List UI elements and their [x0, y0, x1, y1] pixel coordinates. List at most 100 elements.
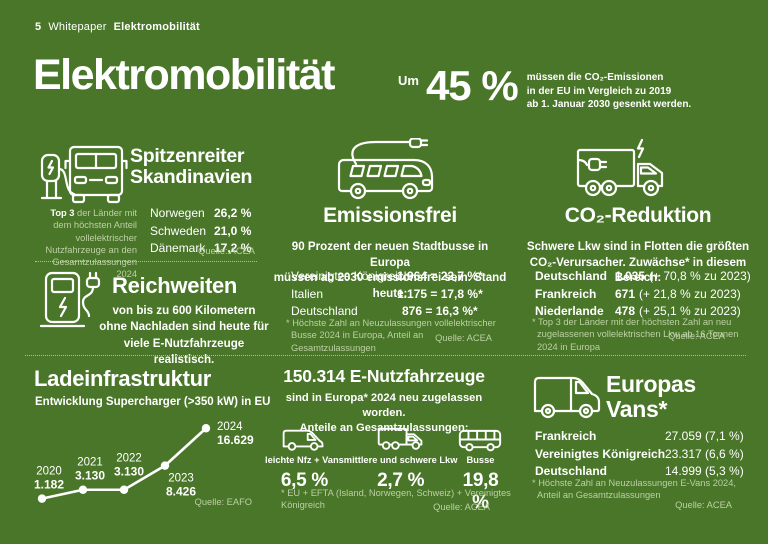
country-value: 876 = 16,3 %*: [402, 304, 478, 318]
stat-row: Dänemark 17,2 %: [150, 242, 251, 255]
spitzenreiter-title: Spitzenreiter Skandinavien: [130, 145, 252, 189]
nutzfahrzeuge-categories: leichte Nfz + Vans 6,5 % mittlere und sc…: [265, 424, 503, 514]
svg-text:2022: 2022: [116, 453, 142, 465]
svg-text:1.182: 1.182: [34, 478, 64, 492]
country-count: 671: [615, 286, 636, 301]
reichweiten-title: Reichweiten: [112, 273, 238, 298]
doc-type: Whitepaper: [48, 21, 107, 33]
country-value: 26,2 %: [214, 206, 252, 220]
co2-target-stat: Um 45 % müssen die CO₂-Emissionen in der…: [398, 62, 691, 112]
truck-icon: [344, 424, 458, 452]
europas-vans-table: Frankreich 27.059 (7,1 %) Vereinigtes Kö…: [535, 430, 744, 483]
country-note: (+ 70,8 % zu 2023): [649, 269, 751, 283]
footnote-line: zugelassenen vollelektrischen Lkw ab 16 …: [537, 329, 739, 340]
country-label: Schweden: [150, 223, 207, 238]
emissionsfrei-footnote: * Höchste Zahl an Neuzulassungen vollele…: [286, 317, 502, 354]
emissionsfrei-text: 90 Prozent der neuen Stadtbusse in Europ…: [272, 239, 508, 302]
category-label: mittlere und schwere Lkw: [343, 455, 458, 465]
country-label: Deutschland: [535, 464, 608, 478]
svg-text:2023: 2023: [168, 473, 194, 485]
spitzenreiter-note: Top 3 der Länder mit dem höchsten Anteil…: [30, 207, 138, 281]
category-trucks: mittlere und schwere Lkw 2,7 %: [343, 424, 458, 514]
stat-row: Vereinigtes Königreich 1.964 = 22,7 %*: [291, 270, 483, 283]
stat-row: Vereinigtes Königreich 23.317 (6,6 %): [535, 446, 744, 461]
europas-vans-footnote: * Höchste Zahl an Neuzulassungen E-Vans …: [532, 477, 746, 502]
reichweiten-line2: ohne Nachladen sind heute für: [99, 320, 269, 334]
dotted-divider: [35, 261, 257, 262]
source-label: Quelle: ACEA: [433, 502, 490, 512]
van-icon: [265, 424, 344, 452]
svg-text:3.130: 3.130: [114, 465, 144, 479]
stat-row: Frankreich 27.059 (7,1 %): [535, 430, 744, 443]
spitzenreiter-table: Norwegen 26,2 % Schweden 21,0 % Dänemark…: [150, 207, 251, 260]
electric-truck-icon: [576, 138, 664, 197]
source-label: Quelle: ACEA: [198, 246, 255, 256]
category-label: Busse: [466, 455, 495, 465]
ladeinfrastruktur-subtitle: Entwicklung Supercharger (>350 kW) in EU: [35, 396, 271, 408]
stat-row: Frankreich 671 (+ 21,8 % zu 2023): [535, 286, 751, 301]
stat-row: Italien 1.175 = 17,8 %*: [291, 286, 483, 301]
country-value: 17,2 %: [214, 241, 252, 255]
country-count: 478: [615, 304, 636, 318]
country-label: Deutschland: [291, 304, 358, 318]
country-label: Niederlande: [535, 304, 604, 318]
co2-target-value: 45 %: [425, 62, 519, 109]
nutzfahrzeuge-line1: sind in Europa* 2024 neu zugelassen word…: [285, 392, 483, 420]
emissionsfrei-line2: müssen ab 2030 emissionsfrei sein. Stand…: [273, 271, 507, 300]
stat-row: Niederlande 478 (+ 25,1 % zu 2023): [535, 305, 751, 318]
country-value: 14.999 (5,3 %): [665, 464, 744, 478]
co2-reduktion-title: CO₂-Reduktion: [564, 204, 712, 227]
charging-station-icon: [40, 271, 101, 328]
co2-reduktion-line2: CO₂-Verursacher. Zuwächse* in diesem Ber…: [529, 255, 747, 285]
reichweiten-line1: von bis zu 600 Kilometern: [112, 304, 256, 317]
country-note: (+ 25,1 % zu 2023): [639, 304, 741, 318]
co2-reduktion-line1: Schwere Lkw sind in Flotten die größten: [526, 240, 750, 253]
country-label: Italien: [291, 286, 324, 301]
nutzfahrzeuge-title: 150.314 E-Nutzfahrzeuge: [283, 366, 485, 386]
country-count: 1.035: [615, 269, 646, 283]
page-title: Elektromobilität: [33, 51, 335, 99]
dotted-divider: [25, 355, 746, 356]
emissionsfrei-line1: 90 Prozent der neuen Stadtbusse in Europ…: [291, 240, 489, 269]
footnote-line: Anteil an Gesamtzulassungen: [537, 490, 661, 501]
country-label: Frankreich: [535, 429, 597, 443]
country-value: 1.964 = 22,7 %*: [397, 269, 483, 283]
charging-truck-icon: [40, 145, 128, 204]
ladeinfrastruktur-title: Ladeinfrastruktur: [34, 366, 212, 391]
footnote-line: Busse 2024 in Europa, Anteil an Gesamtzu…: [291, 330, 424, 353]
page-number: 5: [35, 21, 42, 33]
stat-row: Norwegen 26,2 %: [150, 207, 251, 220]
country-value: 23.317 (6,6 %): [665, 446, 744, 461]
category-label: leichte Nfz + Vans: [265, 455, 344, 465]
footnote-line: * Top 3 der Länder mit der höchsten Zahl…: [532, 317, 732, 327]
stat-row: Schweden 21,0 %: [150, 223, 251, 238]
spitzenreiter-note-bold: Top 3: [50, 208, 75, 218]
country-value: 1.175 = 17,8 %*: [397, 286, 483, 301]
country-label: Deutschland: [535, 269, 608, 283]
country-label: Norwegen: [150, 206, 205, 220]
category-value: 2,7 %: [377, 470, 425, 491]
country-value: 27.059 (7,1 %): [665, 429, 744, 443]
country-label: Vereinigtes Königreich: [535, 446, 666, 461]
co2-target-line2: in der EU im Vergleich zu 2019: [526, 85, 672, 97]
reichweiten-line3: viele E-Nutzfahrzeuge realistisch.: [123, 336, 245, 367]
europas-vans-title-line1: Europas: [606, 371, 696, 397]
co2-reduktion-text: Schwere Lkw sind in Flotten die größten …: [522, 239, 754, 286]
svg-text:2021: 2021: [77, 457, 103, 469]
stat-row: Deutschland 14.999 (5,3 %): [535, 465, 744, 478]
nutzfahrzeuge-footnote: * EU + EFTA (Island, Norwegen, Schweiz) …: [281, 488, 511, 511]
emissionsfrei-table: Vereinigtes Königreich 1.964 = 22,7 %* I…: [291, 270, 483, 323]
svg-text:2020: 2020: [36, 466, 62, 478]
footnote-line: * Höchste Zahl an Neuzulassungen vollele…: [286, 318, 496, 328]
category-value: 19,8 %: [462, 470, 499, 513]
europas-vans-title-line2: Vans*: [606, 395, 668, 422]
reichweiten-text: von bis zu 600 Kilometern ohne Nachladen…: [98, 303, 270, 369]
country-label: Dänemark: [150, 241, 206, 255]
doc-title: Elektromobilität: [113, 21, 200, 33]
country-label: Vereinigtes Königreich: [291, 269, 411, 283]
svg-text:16.629: 16.629: [217, 433, 254, 447]
spitzenreiter-note-rest: der Länder mit dem höchsten Anteil volle…: [45, 208, 138, 280]
country-label: Frankreich: [535, 286, 597, 301]
